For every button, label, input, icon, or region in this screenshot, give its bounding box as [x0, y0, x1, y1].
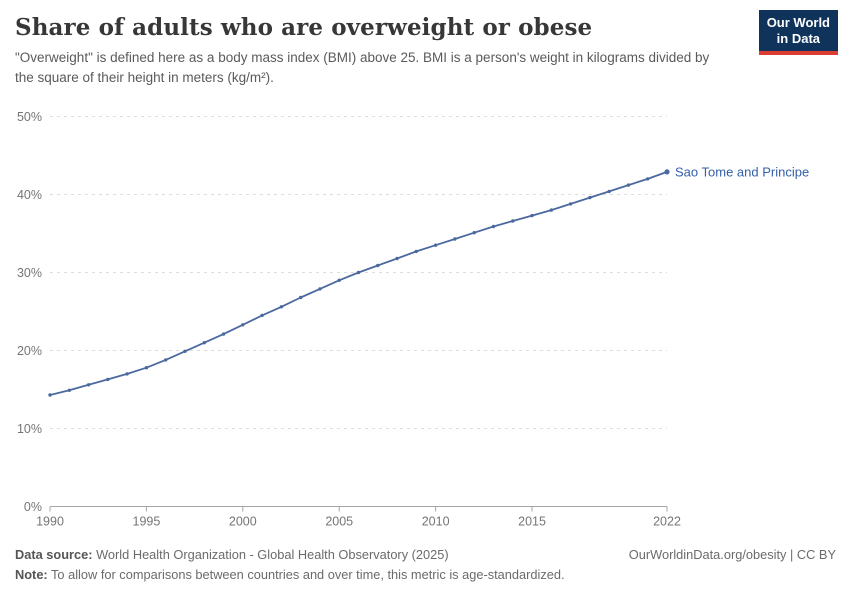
x-axis-tick-label: 2005: [325, 515, 353, 529]
y-axis-tick-label: 20%: [17, 344, 42, 358]
note-text: To allow for comparisons between countri…: [47, 567, 565, 582]
series-data-point[interactable]: [626, 183, 631, 187]
series-data-point[interactable]: [318, 287, 322, 291]
series-data-point[interactable]: [549, 208, 553, 212]
series-data-point[interactable]: [511, 219, 515, 223]
footer-link[interactable]: OurWorldinData.org/obesity | CC BY: [628, 547, 836, 562]
x-axis-tick-label: 2010: [422, 515, 450, 529]
chart-canvas[interactable]: 0% 10% 20% 30% 40% 50% 1990 1995 2000 2005 2010 201…: [0, 95, 850, 535]
series-data-point[interactable]: [646, 177, 650, 181]
series-data-point[interactable]: [125, 372, 129, 376]
series-data-point[interactable]: [607, 189, 611, 194]
series-data-point[interactable]: [241, 323, 245, 327]
note-line: Note: To allow for comparisons between c…: [15, 565, 565, 585]
series-data-point[interactable]: [568, 202, 573, 206]
chart-area: 0% 10% 20% 30% 40% 50% 1990 1995 2000 2005 2010 201…: [0, 95, 850, 535]
y-axis-tick-label: 10%: [17, 422, 42, 436]
chart-header: Share of adults who are overweight or ob…: [0, 0, 850, 95]
owid-logo-line1: Our World: [766, 15, 830, 30]
series-data-point[interactable]: [202, 341, 206, 345]
series-data-point[interactable]: [260, 313, 264, 318]
y-axis-tick-label: 30%: [17, 266, 42, 280]
series-data-point[interactable]: [144, 366, 149, 370]
y-axis-tick-label: 50%: [17, 110, 42, 124]
series-data-point[interactable]: [86, 383, 91, 387]
page-title: Share of adults who are overweight or ob…: [15, 14, 593, 41]
chart-subtitle: "Overweight" is defined here as a body m…: [15, 50, 710, 85]
series-data-point[interactable]: [299, 295, 303, 300]
series-data-point[interactable]: [337, 278, 341, 282]
x-axis-tick-label: 2022: [653, 515, 681, 529]
series-data-point[interactable]: [491, 224, 496, 229]
series-line[interactable]: [49, 171, 668, 396]
series-data-point[interactable]: [588, 195, 592, 200]
y-axis-tick-label: 0%: [24, 500, 42, 514]
owid-logo-line2: in Data: [776, 31, 821, 46]
owid-logo[interactable]: Our World in Data: [758, 10, 838, 55]
data-source-line: Data source: World Health Organization -…: [15, 545, 449, 565]
series-data-point[interactable]: [48, 393, 52, 397]
series-data-point[interactable]: [183, 349, 187, 353]
x-axis-tick-label: 2000: [229, 515, 257, 529]
x-axis-tick-label: 2015: [518, 515, 546, 529]
series-data-point[interactable]: [530, 213, 534, 218]
series-data-point[interactable]: [472, 231, 476, 235]
series-end-label[interactable]: Sao Tome and Principe: [675, 164, 809, 179]
series-data-point[interactable]: [279, 305, 284, 309]
y-axis-tick-label: 40%: [17, 188, 42, 202]
series-data-point[interactable]: [453, 237, 457, 241]
series-data-point[interactable]: [67, 388, 72, 392]
series-data-point[interactable]: [106, 377, 110, 382]
chart-footer: Data source: World Health Organization -…: [15, 545, 836, 585]
data-source-label: Data source:: [15, 547, 93, 562]
note-label: Note:: [15, 567, 48, 582]
x-axis-tick-label: 1995: [133, 515, 161, 529]
series-data-point[interactable]: [164, 358, 168, 362]
series-data-point[interactable]: [376, 263, 380, 268]
data-source-text: World Health Organization - Global Healt…: [92, 547, 449, 562]
series-data-point[interactable]: [356, 270, 361, 275]
series-data-point[interactable]: [433, 243, 438, 247]
series-data-point[interactable]: [221, 332, 226, 336]
series-data-point[interactable]: [395, 256, 399, 261]
series-data-point[interactable]: [664, 169, 670, 175]
series-data-point[interactable]: [414, 249, 418, 254]
x-axis-tick-label: 1990: [36, 515, 64, 529]
